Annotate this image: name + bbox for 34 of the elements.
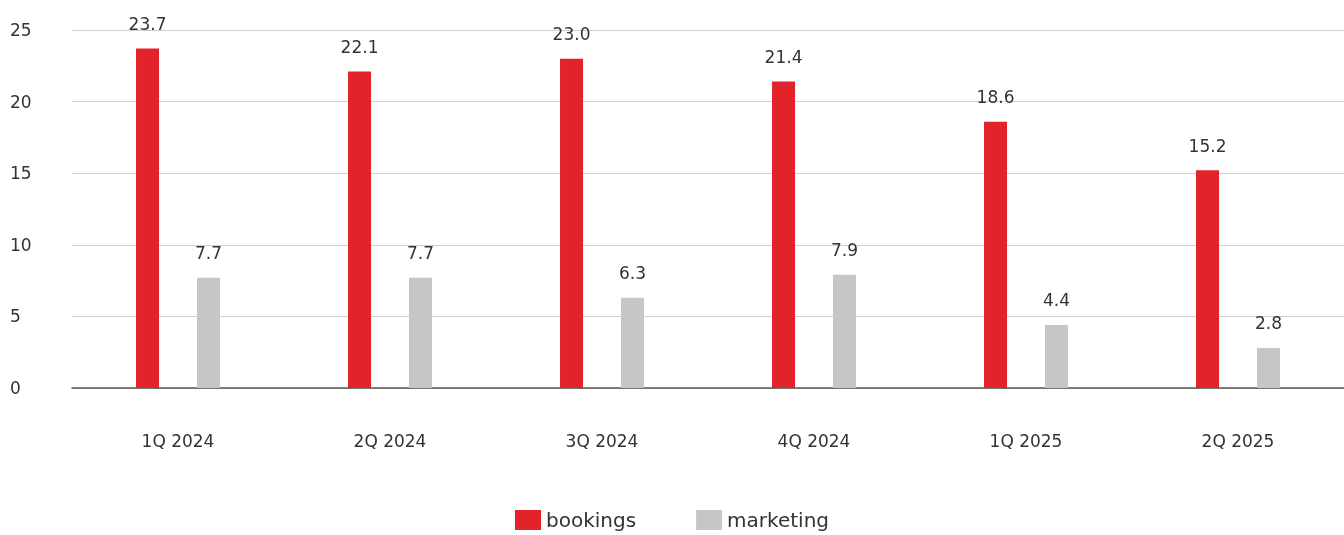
y-tick-label: 20	[10, 91, 32, 112]
x-tick-label: 3Q 2024	[565, 430, 639, 451]
y-tick-label: 0	[10, 378, 21, 398]
data-label: 23.0	[552, 24, 591, 45]
x-tick-label: 2Q 2024	[353, 430, 427, 451]
bar	[1196, 170, 1220, 388]
x-tick-label: 1Q 2025	[989, 430, 1063, 451]
bar	[1044, 324, 1068, 388]
x-tick-label: 1Q 2024	[141, 430, 215, 451]
bar	[772, 81, 796, 388]
data-label: 2.8	[1254, 313, 1282, 334]
x-tick-label: 2Q 2025	[1201, 430, 1275, 451]
data-label: 18.6	[976, 87, 1015, 108]
data-label: 22.1	[340, 37, 379, 58]
data-label: 6.3	[618, 263, 646, 284]
bar	[560, 58, 584, 388]
legend-label: bookings	[546, 508, 637, 532]
data-label: 7.9	[830, 240, 858, 261]
legend-label: marketing	[727, 508, 829, 532]
y-tick-label: 25	[10, 20, 32, 40]
bar	[348, 71, 372, 388]
y-tick-label: 15	[10, 163, 32, 184]
y-tick-label: 10	[10, 234, 32, 255]
x-tick-label: 4Q 2024	[777, 430, 851, 451]
data-label: 7.7	[406, 243, 434, 264]
bar	[1256, 347, 1280, 388]
data-label: 23.7	[128, 14, 167, 35]
y-tick-label: 5	[10, 306, 21, 327]
data-label: 7.7	[194, 243, 222, 264]
data-label: 21.4	[764, 47, 803, 68]
bar	[136, 48, 160, 388]
bar	[984, 121, 1008, 388]
data-label: 15.2	[1188, 135, 1227, 156]
data-label: 4.4	[1042, 290, 1070, 311]
